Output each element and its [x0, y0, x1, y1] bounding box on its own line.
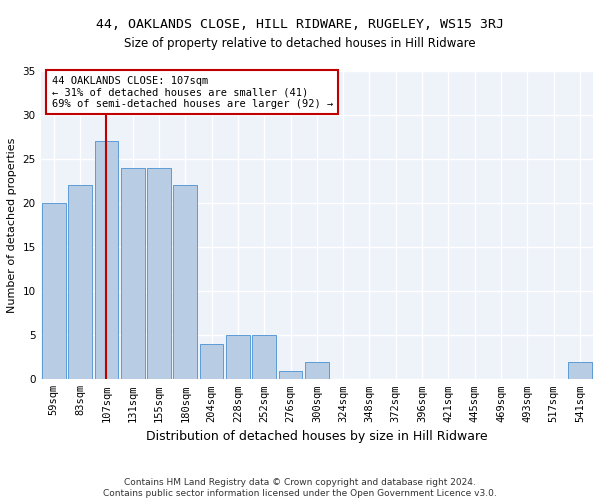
Bar: [121, 168, 145, 380]
Bar: [173, 186, 197, 380]
X-axis label: Distribution of detached houses by size in Hill Ridware: Distribution of detached houses by size …: [146, 430, 488, 443]
Text: Size of property relative to detached houses in Hill Ridware: Size of property relative to detached ho…: [124, 38, 476, 51]
Bar: [42, 203, 65, 380]
Bar: [200, 344, 223, 380]
Bar: [226, 336, 250, 380]
Bar: [305, 362, 329, 380]
Text: 44 OAKLANDS CLOSE: 107sqm
← 31% of detached houses are smaller (41)
69% of semi-: 44 OAKLANDS CLOSE: 107sqm ← 31% of detac…: [52, 76, 333, 109]
Text: Contains HM Land Registry data © Crown copyright and database right 2024.
Contai: Contains HM Land Registry data © Crown c…: [103, 478, 497, 498]
Y-axis label: Number of detached properties: Number of detached properties: [7, 138, 17, 313]
Bar: [68, 186, 92, 380]
Bar: [147, 168, 171, 380]
Text: 44, OAKLANDS CLOSE, HILL RIDWARE, RUGELEY, WS15 3RJ: 44, OAKLANDS CLOSE, HILL RIDWARE, RUGELE…: [96, 18, 504, 30]
Bar: [278, 370, 302, 380]
Bar: [95, 142, 118, 380]
Bar: [253, 336, 276, 380]
Bar: [568, 362, 592, 380]
